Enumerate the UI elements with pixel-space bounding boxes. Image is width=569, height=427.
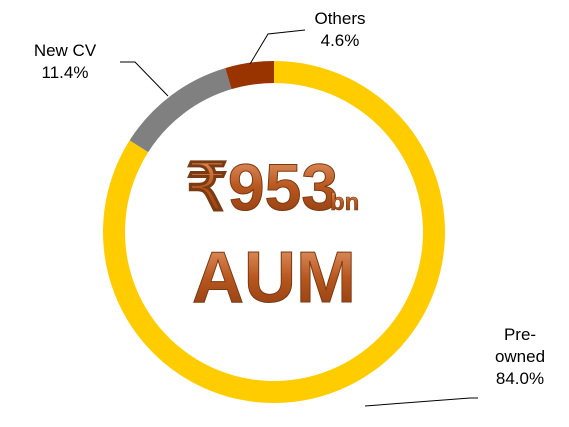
category-label: Others <box>314 9 366 28</box>
leader-line <box>120 61 169 97</box>
leader-line <box>364 397 478 407</box>
value-label: 11.4% <box>41 63 89 82</box>
category-label: Pre-owned <box>494 325 546 366</box>
center-value: ₹953 <box>186 150 338 224</box>
slice-label: Pre-owned 84.0% <box>485 324 555 390</box>
slice <box>225 61 274 90</box>
slice-label: New CV 11.4% <box>15 40 115 84</box>
center-label: AUM <box>192 238 356 318</box>
slices <box>102 61 445 403</box>
value-label: 4.6% <box>320 31 360 50</box>
center-unit: bn <box>330 189 359 216</box>
value-label: 84.0% <box>495 369 545 388</box>
slice <box>129 68 232 153</box>
category-label: New CV <box>33 41 97 60</box>
leader-line <box>249 29 306 65</box>
slice-label: Others 4.6% <box>300 8 380 52</box>
